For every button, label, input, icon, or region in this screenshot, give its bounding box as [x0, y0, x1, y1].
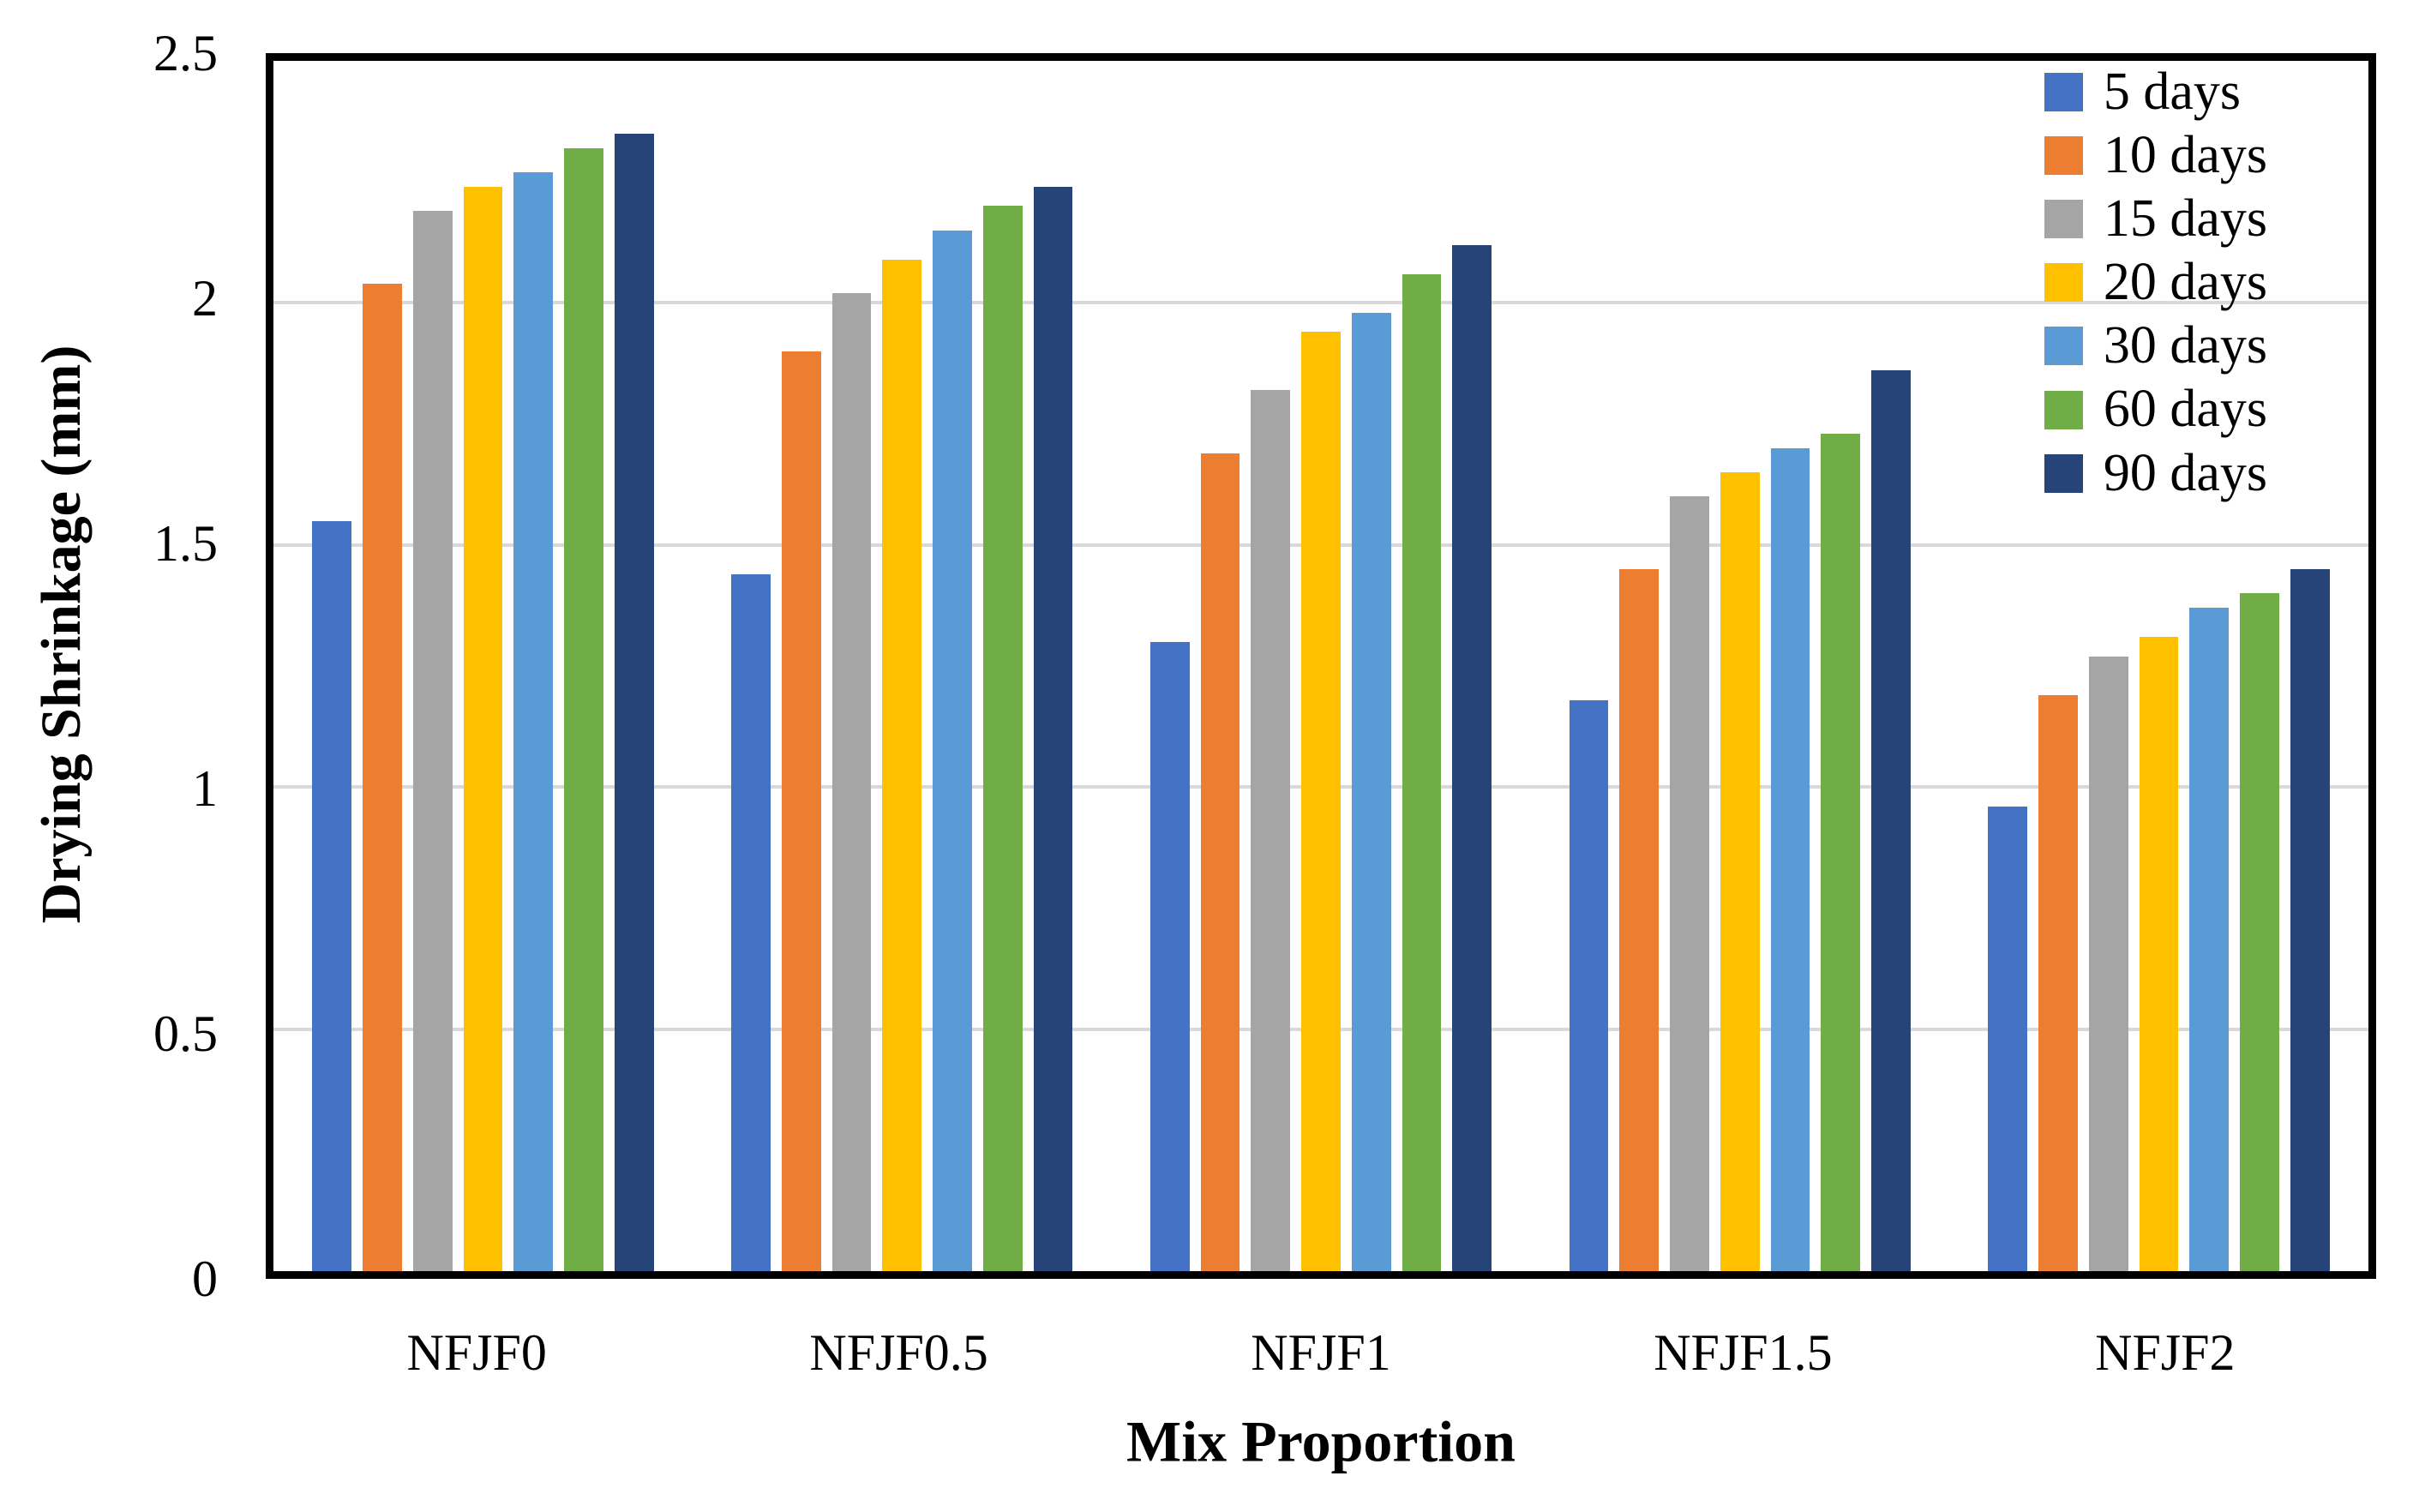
bar-cluster-NFJF1	[1149, 61, 1492, 1271]
legend-label-15-days: 15 days	[2103, 189, 2267, 249]
legend-label-90-days: 90 days	[2103, 443, 2267, 502]
y-axis-tick-labels: 0 0.5 1 1.5 2 2.5	[0, 27, 242, 1305]
legend-label-10-days: 10 days	[2103, 126, 2267, 185]
legend: 5 days 10 days 15 days 20 days 30 days 60 day…	[2044, 63, 2267, 502]
bar-group-NFJF1.5	[1530, 61, 1949, 1271]
y-tick-label-1: 1	[192, 760, 218, 817]
legend-swatch-30-days	[2044, 327, 2083, 366]
bar-NFJF1-90-days	[1452, 244, 1492, 1271]
bar-NFJF2-60-days	[2240, 593, 2279, 1271]
legend-label-60-days: 60 days	[2103, 380, 2267, 439]
legend-swatch-60-days	[2044, 390, 2083, 429]
legend-item-10-days: 10 days	[2044, 126, 2267, 185]
legend-item-90-days: 90 days	[2044, 443, 2267, 502]
bar-NFJF1-20-days	[1301, 332, 1341, 1271]
bar-NFJF0-10-days	[362, 283, 402, 1271]
bar-NFJF1.5-10-days	[1619, 569, 1660, 1271]
bar-NFJF0-60-days	[564, 147, 603, 1271]
bar-group-NFJF1	[1112, 61, 1531, 1271]
x-axis-tick-labels: NFJF0 NFJF0.5 NFJF1 NFJF1.5 NFJF2	[266, 1327, 2376, 1378]
x-tick-label-NFJF1: NFJF1	[1251, 1324, 1391, 1381]
bar-NFJF0.5-20-days	[882, 259, 922, 1271]
legend-label-20-days: 20 days	[2103, 253, 2267, 312]
bar-NFJF1-10-days	[1200, 453, 1240, 1271]
bar-NFJF0.5-90-days	[1033, 186, 1073, 1271]
legend-swatch-20-days	[2044, 263, 2083, 303]
bar-NFJF1-5-days	[1149, 641, 1190, 1271]
x-tick-label-NFJF2: NFJF2	[2095, 1324, 2236, 1381]
x-tick-label-NFJF0: NFJF0	[406, 1324, 547, 1381]
bar-NFJF2-20-days	[2139, 637, 2179, 1271]
bar-group-NFJF0	[273, 61, 693, 1271]
bar-NFJF1-15-days	[1251, 390, 1291, 1271]
legend-swatch-90-days	[2044, 453, 2083, 493]
bar-NFJF0.5-30-days	[933, 230, 972, 1271]
legend-item-60-days: 60 days	[2044, 381, 2267, 437]
legend-swatch-15-days	[2044, 200, 2083, 239]
bar-NFJF0-20-days	[463, 186, 503, 1271]
bar-NFJF1.5-20-days	[1720, 472, 1760, 1271]
y-tick-label-2: 2	[192, 270, 218, 327]
bar-group-NFJF2	[1949, 61, 2368, 1271]
bar-NFJF0-90-days	[614, 133, 654, 1271]
bar-NFJF0-15-days	[412, 211, 453, 1271]
bar-NFJF2-5-days	[1988, 806, 2028, 1271]
plot-area: 5 days 10 days 15 days 20 days 30 days 60 day…	[266, 53, 2376, 1279]
legend-label-5-days: 5 days	[2103, 63, 2241, 121]
bar-NFJF2-30-days	[2189, 608, 2230, 1271]
bar-NFJF0-5-days	[312, 520, 351, 1271]
y-tick-label-2.5: 2.5	[153, 25, 218, 81]
bar-cluster-NFJF2	[1988, 61, 2330, 1271]
bar-cluster-NFJF1.5	[1569, 61, 1911, 1271]
bar-cluster-NFJF0	[312, 61, 654, 1271]
x-tick-label-NFJF0.5: NFJF0.5	[809, 1324, 988, 1381]
legend-swatch-5-days	[2044, 73, 2083, 112]
y-tick-label-1.5: 1.5	[153, 515, 218, 572]
bar-NFJF1-60-days	[1402, 273, 1442, 1271]
bar-NFJF1.5-90-days	[1871, 370, 1911, 1271]
y-tick-label-0: 0	[192, 1251, 218, 1307]
legend-swatch-10-days	[2044, 136, 2083, 176]
bar-cluster-NFJF0.5	[731, 61, 1073, 1271]
bar-NFJF1.5-60-days	[1821, 433, 1861, 1271]
y-tick-label-0.5: 0.5	[153, 1005, 218, 1062]
bar-NFJF1.5-30-days	[1770, 447, 1810, 1271]
bar-NFJF0-30-days	[513, 171, 554, 1271]
legend-item-30-days: 30 days	[2044, 318, 2267, 374]
x-tick-label-NFJF1.5: NFJF1.5	[1654, 1324, 1833, 1381]
bar-NFJF0.5-5-days	[731, 573, 771, 1271]
bar-NFJF2-10-days	[2038, 694, 2078, 1271]
x-axis-title: Mix Proportion	[1126, 1408, 1516, 1474]
bar-NFJF1.5-5-days	[1569, 699, 1609, 1271]
bar-NFJF1-30-days	[1351, 312, 1391, 1271]
legend-item-20-days: 20 days	[2044, 255, 2267, 310]
gridline-y-2	[273, 301, 2368, 305]
legend-label-30-days: 30 days	[2103, 316, 2267, 375]
bar-NFJF0.5-60-days	[982, 206, 1023, 1271]
bar-NFJF0.5-15-days	[831, 293, 872, 1271]
legend-item-5-days: 5 days	[2044, 63, 2267, 121]
bar-groups	[273, 61, 2368, 1271]
bar-NFJF2-90-days	[2290, 569, 2330, 1271]
bar-NFJF0.5-10-days	[781, 351, 821, 1271]
bar-NFJF1.5-15-days	[1670, 496, 1709, 1271]
bar-NFJF2-15-days	[2088, 656, 2128, 1271]
bar-group-NFJF0.5	[693, 61, 1112, 1271]
legend-item-15-days: 15 days	[2044, 191, 2267, 247]
